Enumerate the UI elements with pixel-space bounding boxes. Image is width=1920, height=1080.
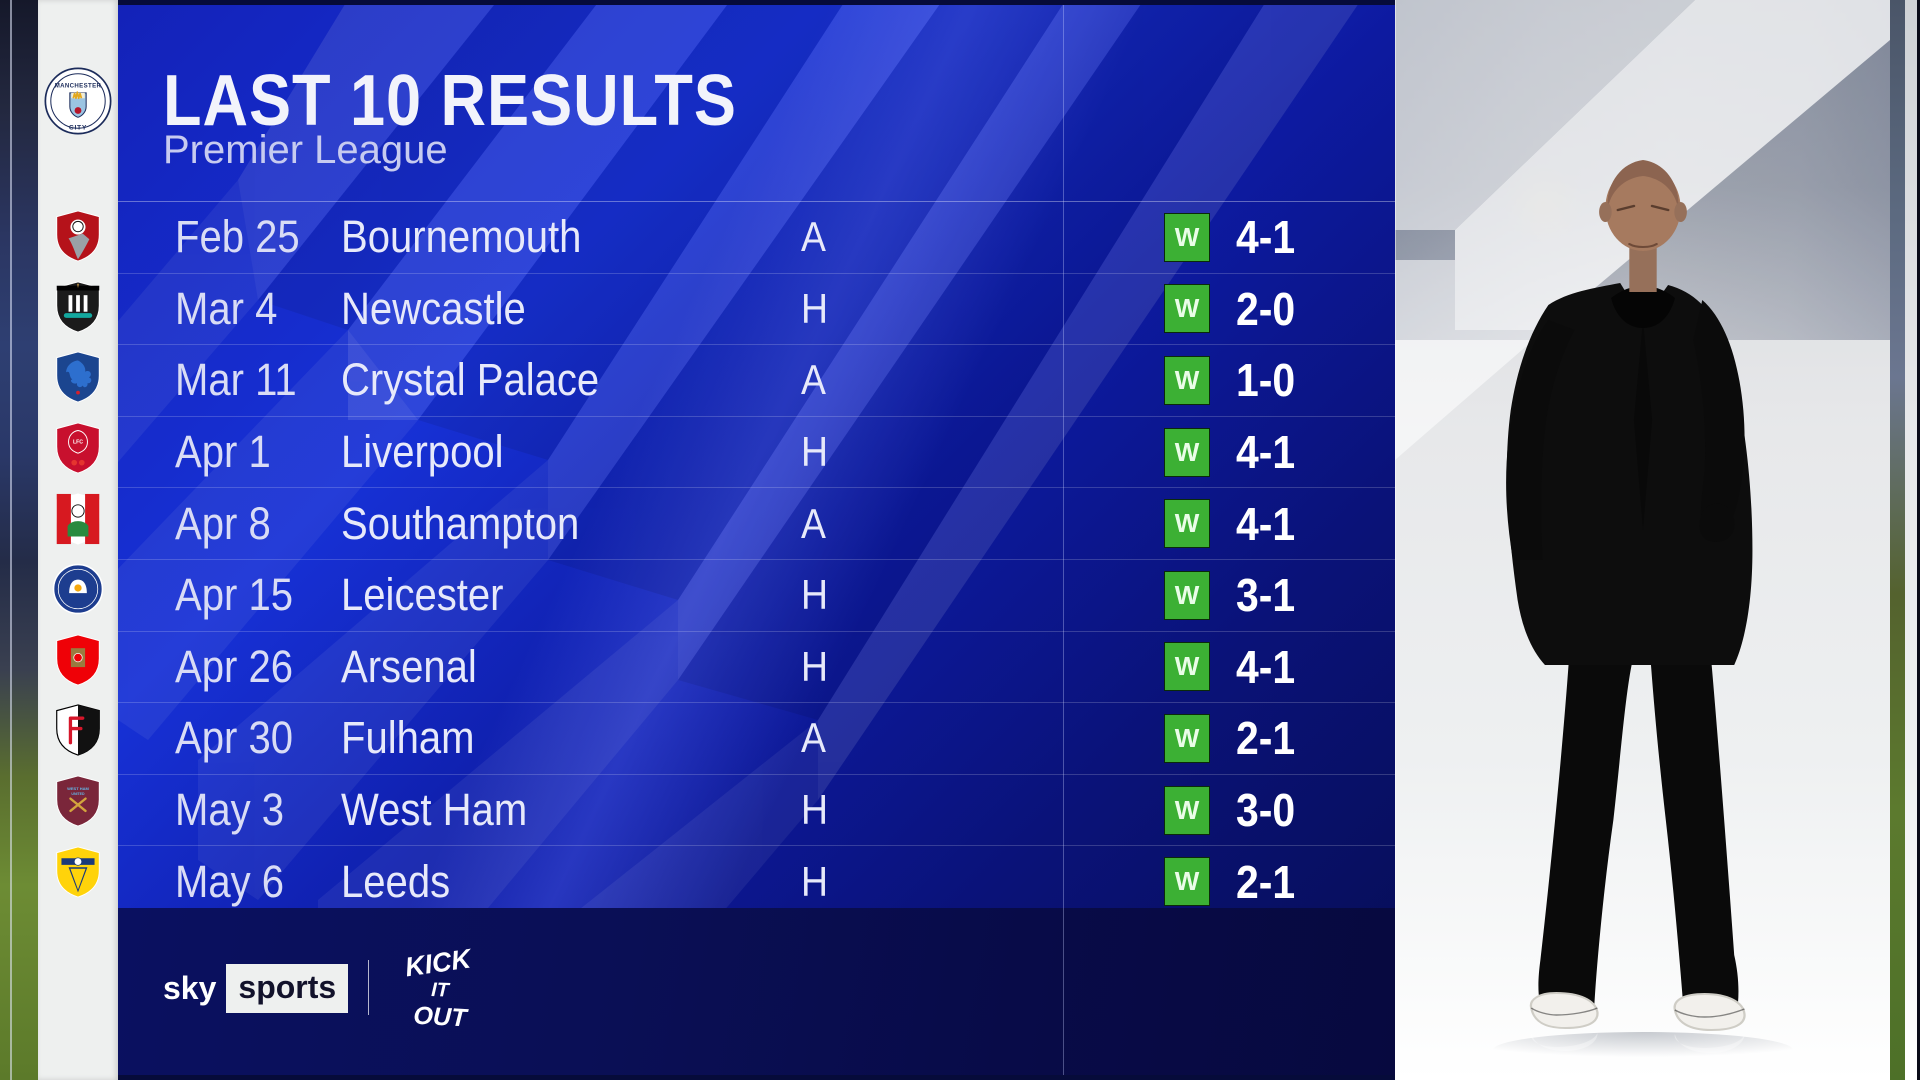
svg-text:WEST HAM: WEST HAM xyxy=(67,786,89,791)
svg-text:CITY: CITY xyxy=(69,124,87,131)
svg-text:MANCHESTER: MANCHESTER xyxy=(55,82,102,89)
svg-text:OUT: OUT xyxy=(413,1002,470,1033)
svg-text:KICK: KICK xyxy=(403,943,475,982)
svg-text:IT: IT xyxy=(431,979,451,1002)
svg-text:UNITED: UNITED xyxy=(71,792,85,796)
svg-text:LFC: LFC xyxy=(73,440,83,446)
